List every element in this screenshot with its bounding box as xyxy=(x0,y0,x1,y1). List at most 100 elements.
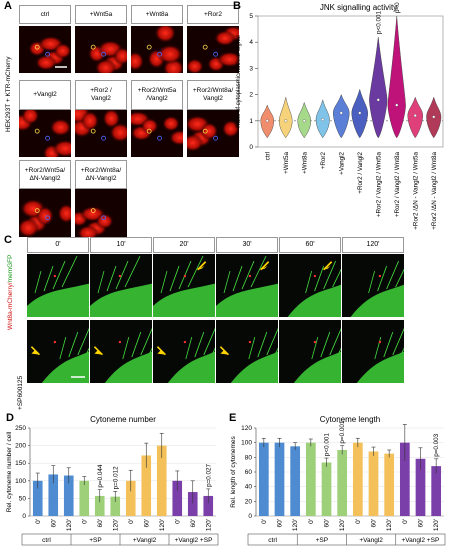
cytoneme-filament xyxy=(86,347,89,354)
sp600125-micrograph xyxy=(90,320,152,383)
arrow-head xyxy=(197,265,205,270)
cytoneme-filament xyxy=(250,255,267,288)
time-point-label: 0' xyxy=(27,237,89,253)
yellow-marker xyxy=(202,44,208,50)
wnt8a-puncta xyxy=(378,340,382,344)
cell-blob xyxy=(162,115,181,132)
bar xyxy=(337,450,348,516)
cytoneme-filament xyxy=(131,331,142,358)
sp600125-micrograph xyxy=(216,320,278,383)
cytoneme-filament xyxy=(97,270,105,294)
condition-label: +Ror2 xyxy=(187,5,239,24)
condition-label: +Vangl2 xyxy=(19,80,71,110)
y-tick-label: 100 xyxy=(15,478,26,485)
violin-median xyxy=(432,115,436,119)
cytoneme-filament xyxy=(329,327,341,356)
panel-c-row2-label: +SP600125 xyxy=(17,375,24,410)
violin xyxy=(407,96,423,139)
cell-blob xyxy=(131,51,145,72)
cytoneme-filament xyxy=(311,336,319,360)
y-axis-label: Rel. length of cytonemes xyxy=(230,435,237,507)
jnk-violin-chart: JNK signalling activity Ratio of cytoplas… xyxy=(236,2,444,230)
mcherry-micrograph xyxy=(131,26,183,73)
bar xyxy=(203,495,214,516)
cytoneme-length-chart: Cytoneme length Rel. length of cytonemes 0… xyxy=(230,415,446,546)
yellow-marker xyxy=(90,128,96,134)
violin-median xyxy=(321,118,325,121)
group-label: ctrl xyxy=(268,537,277,544)
condition-label: +Ror2/Wnt5a /Vangl2 xyxy=(131,80,183,110)
yellow-marker xyxy=(90,208,96,214)
cytoneme-filament xyxy=(61,255,78,288)
arrow-shaft xyxy=(323,261,333,271)
x-tick-label: 120' xyxy=(339,519,346,531)
wnt8a-puncta xyxy=(53,340,57,344)
mcherry-micrograph xyxy=(75,26,127,73)
cytoneme-filament xyxy=(106,265,117,292)
bar xyxy=(258,442,269,516)
cell-body xyxy=(287,284,341,317)
x-tick-label: 60' xyxy=(371,519,378,527)
cytoneme-filament xyxy=(43,265,54,292)
x-tick-label: +Ror2 /ΔN - Vangl2 / Wnt5a xyxy=(412,152,419,230)
p-value-label: p=0.027 xyxy=(205,463,212,486)
violin-median xyxy=(413,114,417,118)
cell-blob xyxy=(221,119,239,138)
cell-blob xyxy=(57,203,71,224)
cell-blob xyxy=(216,51,239,68)
cytoneme-filament xyxy=(223,270,231,294)
cell-body xyxy=(293,351,341,383)
time-point-label: 10' xyxy=(90,237,152,253)
cytoneme-filament xyxy=(395,268,404,288)
cytoneme-filament xyxy=(77,327,89,356)
arrow-shaft xyxy=(156,346,166,356)
cytoneme-number-chart: Cytoneme number Rel. cytoneme number / ce… xyxy=(6,415,219,546)
label-memgfp: memGFP xyxy=(7,254,14,283)
bar xyxy=(79,480,90,516)
chart-title: Cytoneme length xyxy=(320,415,380,424)
yellow-marker xyxy=(34,128,40,134)
x-tick-label: +Wnt5a xyxy=(283,152,290,174)
p-value-label: p=0.044 xyxy=(97,464,104,487)
condition-label: +Ror2 / Vangl2 xyxy=(75,80,127,110)
arrow-shaft xyxy=(260,261,270,271)
x-tick-label: 120' xyxy=(112,519,119,531)
cytoneme-filament xyxy=(257,331,268,358)
mcherry-micrograph xyxy=(75,189,127,237)
p-value-label: p=0.001 xyxy=(339,420,346,443)
bar xyxy=(399,442,410,516)
cytoneme-filament xyxy=(320,331,331,358)
yellow-marker xyxy=(90,44,96,50)
violin-median xyxy=(358,111,362,115)
y-tick-label: 0 xyxy=(22,513,26,520)
bar xyxy=(384,453,395,516)
violin xyxy=(333,93,350,139)
mcherry-micrograph xyxy=(75,110,127,157)
cytoneme-filament xyxy=(377,265,387,292)
cell-blob xyxy=(109,122,127,143)
arrow-shaft xyxy=(30,346,40,356)
bar xyxy=(48,474,59,516)
cell-blob xyxy=(19,217,40,237)
violin xyxy=(387,15,406,139)
time-point-label: 120' xyxy=(342,237,404,253)
cytoneme-filament xyxy=(392,327,404,356)
blue-marker xyxy=(213,135,219,141)
x-tick-label: 0' xyxy=(261,519,268,524)
panel-c-side-label: Wnt8a-mCherry/memGFP xyxy=(7,255,14,331)
cytoneme-filament xyxy=(275,347,278,354)
cell-body xyxy=(104,351,152,383)
cell-blob xyxy=(52,139,71,157)
violin-median xyxy=(339,111,343,115)
bar xyxy=(141,455,152,516)
cell-blob xyxy=(94,58,117,73)
bar xyxy=(274,442,285,516)
sp600125-micrograph xyxy=(27,320,89,383)
x-tick-label: 60' xyxy=(97,519,104,527)
cytoneme-filament xyxy=(68,331,79,358)
cell-blob xyxy=(157,44,183,65)
mcherry-micrograph xyxy=(131,110,183,157)
x-tick-label: +Ror2 /ΔN - Vangl2 / Wnt8a xyxy=(431,152,438,230)
cell-body xyxy=(216,283,278,317)
bar xyxy=(125,480,136,516)
